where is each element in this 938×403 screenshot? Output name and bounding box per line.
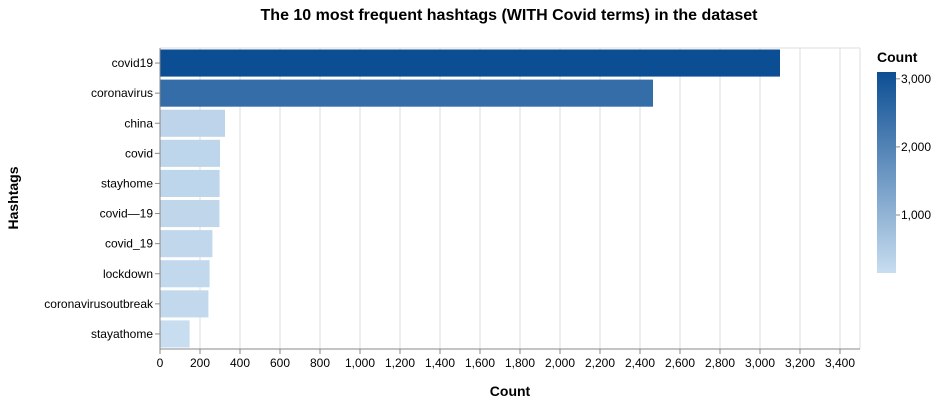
bar-stayathome bbox=[160, 320, 190, 348]
x-tick-label: 2,600 bbox=[665, 356, 695, 370]
x-tick-label: 1,400 bbox=[425, 356, 455, 370]
bar-coronavirusoutbreak bbox=[160, 290, 209, 318]
y-tick-label: coronavirusoutbreak bbox=[44, 297, 154, 311]
bars bbox=[160, 49, 780, 348]
x-tick-label: 2,000 bbox=[545, 356, 575, 370]
legend-ticks: 1,000 2,000 3,000 bbox=[896, 72, 931, 222]
y-tick-label: covid_19 bbox=[105, 237, 153, 251]
y-tick-label: china bbox=[124, 116, 153, 130]
x-tick-label: 1,600 bbox=[465, 356, 495, 370]
bar-lockdown bbox=[160, 260, 210, 288]
x-tick-label: 1,800 bbox=[505, 356, 535, 370]
y-tick-label: lockdown bbox=[103, 267, 153, 281]
x-tick-label: 1,000 bbox=[345, 356, 375, 370]
x-tick-label: 1,200 bbox=[385, 356, 415, 370]
bar-china bbox=[160, 109, 225, 137]
y-axis-labels: covid19 coronavirus china covid stayhome covi… bbox=[44, 56, 160, 341]
bar-covid—19 bbox=[160, 200, 220, 228]
y-tick-label: covid19 bbox=[112, 56, 154, 70]
y-tick-label: covid bbox=[125, 146, 153, 160]
x-tick-label: 0 bbox=[157, 356, 164, 370]
x-tick-label: 600 bbox=[270, 356, 290, 370]
x-axis-ticks: 0 200 400 600 800 1,000 1,200 1,400 1,600 1,800 2,… bbox=[157, 349, 855, 370]
bar-covid_19 bbox=[160, 230, 213, 258]
y-tick-label: stayathome bbox=[91, 327, 153, 341]
y-axis-title: Hashtags bbox=[5, 166, 21, 229]
x-tick-label: 3,000 bbox=[745, 356, 775, 370]
color-legend: Count 1,000 2,000 3,000 bbox=[877, 49, 931, 273]
bar-coronavirus bbox=[160, 79, 653, 107]
legend-gradient-bar bbox=[877, 72, 896, 273]
x-axis-title: Count bbox=[490, 383, 531, 399]
x-tick-label: 3,400 bbox=[825, 356, 855, 370]
y-tick-label: coronavirus bbox=[91, 86, 153, 100]
bar-covid bbox=[160, 139, 220, 167]
legend-tick-label: 1,000 bbox=[901, 208, 931, 222]
x-tick-label: 2,800 bbox=[705, 356, 735, 370]
x-tick-label: 200 bbox=[190, 356, 210, 370]
bar-covid19 bbox=[160, 49, 780, 77]
y-tick-label: stayhome bbox=[101, 176, 153, 190]
legend-tick-label: 3,000 bbox=[901, 72, 931, 86]
x-tick-label: 400 bbox=[230, 356, 250, 370]
x-tick-label: 2,200 bbox=[585, 356, 615, 370]
x-tick-label: 3,200 bbox=[785, 356, 815, 370]
legend-title: Count bbox=[877, 49, 918, 65]
x-tick-label: 2,400 bbox=[625, 356, 655, 370]
chart-title: The 10 most frequent hashtags (WITH Covi… bbox=[261, 7, 759, 24]
x-tick-label: 800 bbox=[310, 356, 330, 370]
legend-tick-label: 2,000 bbox=[901, 140, 931, 154]
y-tick-label: covid—19 bbox=[100, 207, 154, 221]
bar-stayhome bbox=[160, 169, 220, 197]
